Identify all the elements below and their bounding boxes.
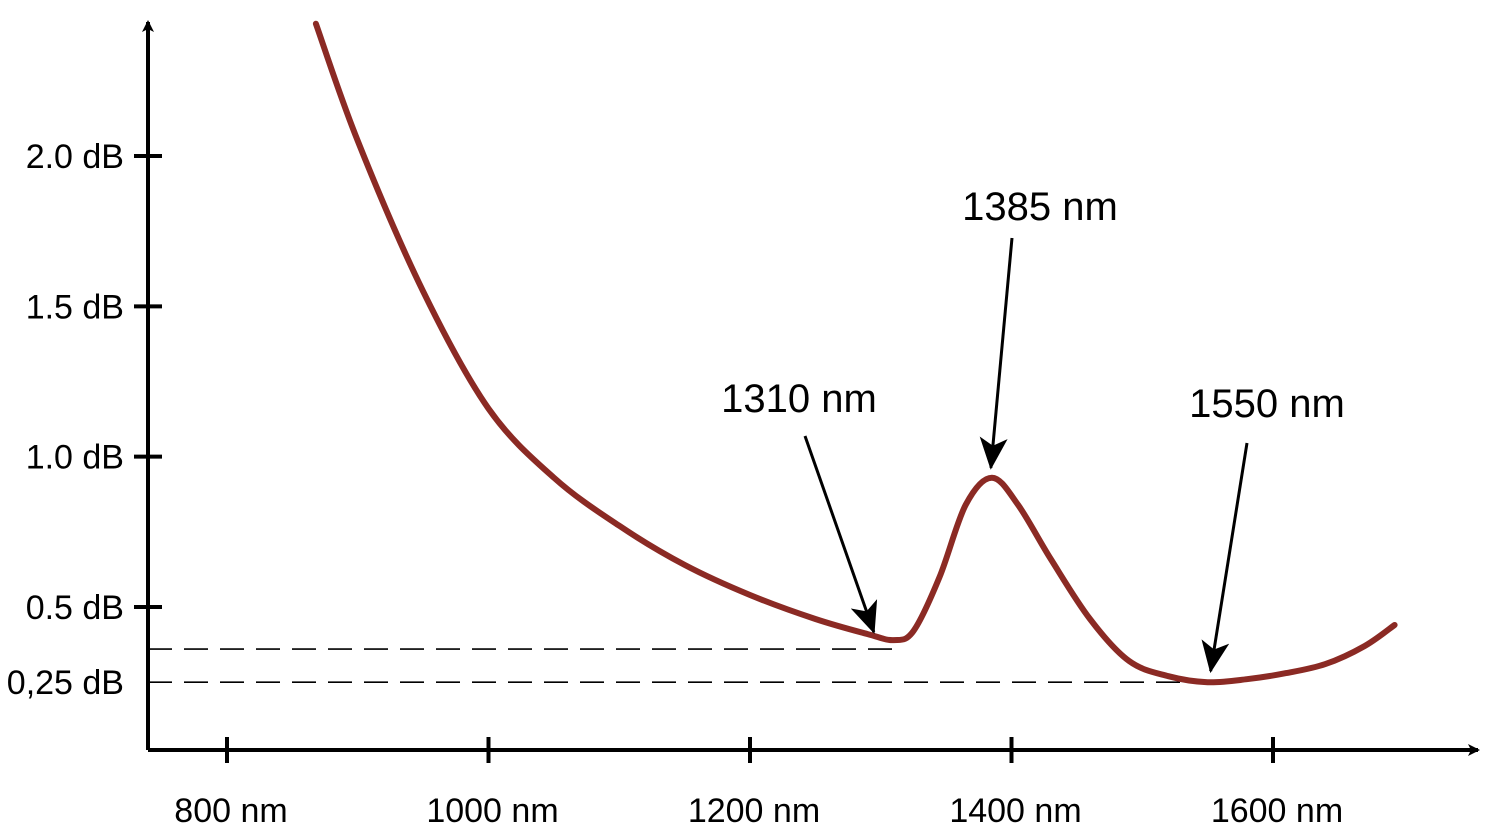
x-tick-label: 1400 nm xyxy=(949,792,1081,830)
annotation-label: 1385 nm xyxy=(962,185,1118,229)
y-tick-label: 0.5 dB xyxy=(26,589,124,627)
attenuation-curve xyxy=(312,20,1398,686)
y-tick-label: 1.0 dB xyxy=(26,439,124,477)
x-tick-label: 1200 nm xyxy=(688,792,820,830)
y-tick-label: 2.0 dB xyxy=(26,138,124,176)
annotation-arrow xyxy=(803,435,878,634)
ticks: 800 nm 1000 nm 1200 nm 1400 nm 1600 nm 2.0 dB… xyxy=(7,138,1343,830)
annotations: 1310 nm 1385 nm 1550 nm xyxy=(721,185,1345,674)
y-tick-label: 0,25 dB xyxy=(7,664,124,702)
annotation-label: 1310 nm xyxy=(721,377,877,421)
annotation-label: 1550 nm xyxy=(1189,382,1345,426)
x-tick-label: 800 nm xyxy=(174,792,287,830)
annotation-arrow xyxy=(1201,442,1249,674)
reference-lines xyxy=(148,648,1208,683)
series xyxy=(312,20,1398,686)
x-tick-label: 1000 nm xyxy=(426,792,558,830)
y-tick-label: 1.5 dB xyxy=(26,288,124,326)
x-tick-label: 1600 nm xyxy=(1211,792,1343,830)
axes xyxy=(142,20,1480,756)
annotation-arrow xyxy=(979,237,1014,470)
